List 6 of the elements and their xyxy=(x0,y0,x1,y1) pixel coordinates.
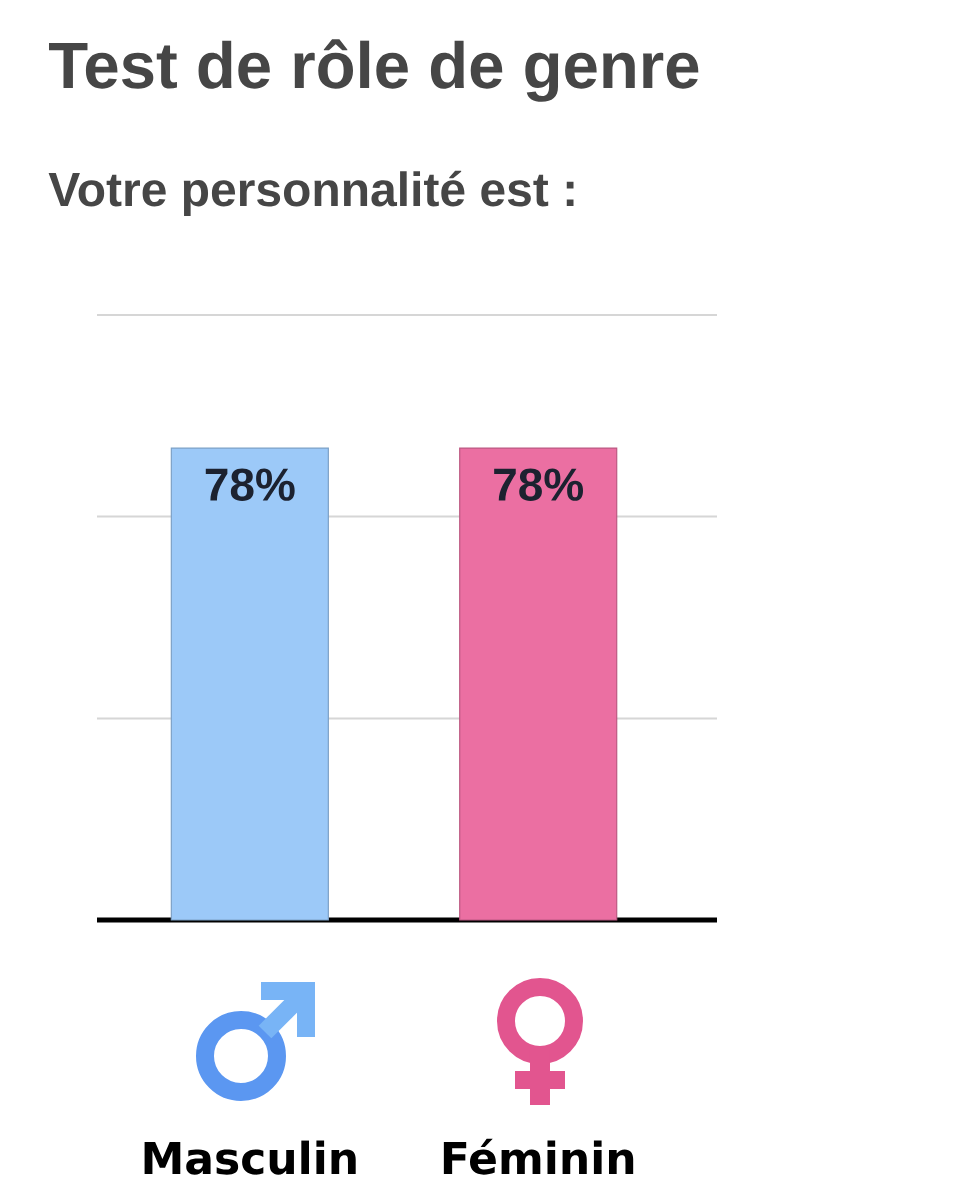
x-tick-label: Masculin xyxy=(144,1140,356,1175)
data-label: 78% xyxy=(494,468,584,501)
chart-subtitle: Votre personnalité est : xyxy=(48,170,574,216)
x-tick-label: Féminin xyxy=(443,1138,634,1175)
data-label: 78% xyxy=(205,468,295,501)
chart-title: Test de rôle de genre xyxy=(49,39,699,102)
